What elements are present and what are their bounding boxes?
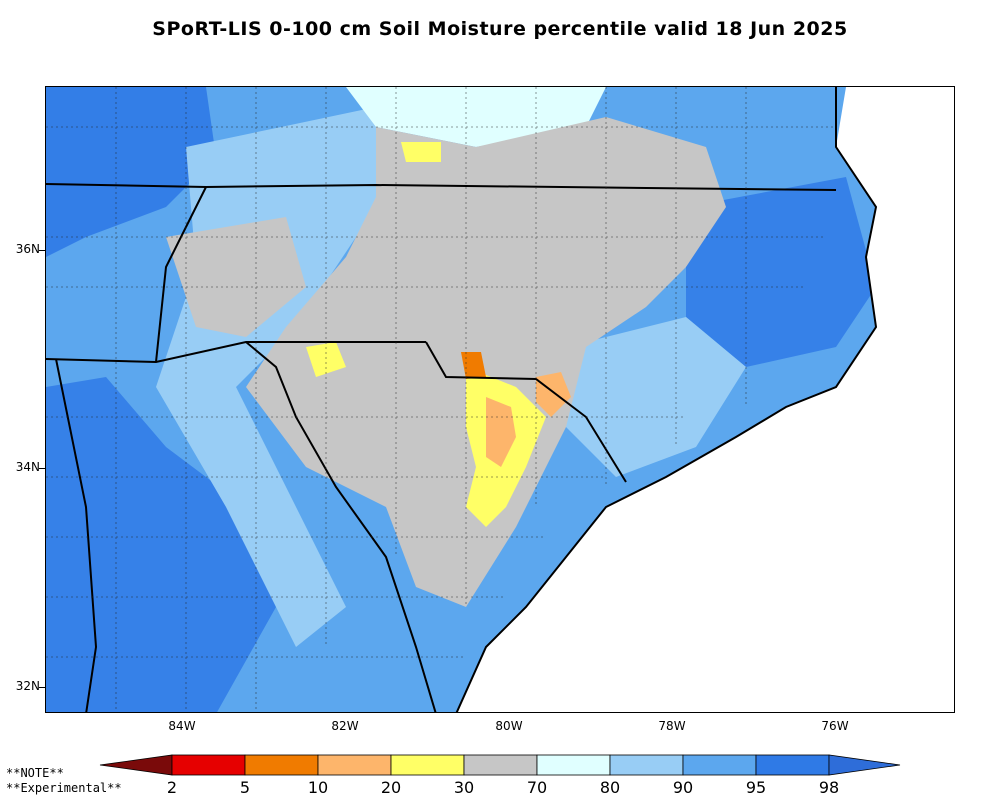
lon-label-84w: 84W bbox=[168, 719, 196, 733]
colorbar-tick-label: 70 bbox=[526, 778, 548, 797]
colorbar-cell bbox=[390, 754, 465, 776]
lat-label-36n: 36N bbox=[15, 242, 40, 256]
note-line: **Experimental** bbox=[6, 781, 122, 795]
colorbar-tick-label: 98 bbox=[818, 778, 840, 797]
atlantic-ocean bbox=[456, 87, 954, 712]
colorbar-tick-label: 5 bbox=[239, 778, 251, 797]
lat-label-34n: 34N bbox=[15, 460, 40, 474]
colorbar-cell bbox=[244, 754, 319, 776]
normal-region-west bbox=[166, 217, 306, 337]
lat-label-32n: 32N bbox=[15, 679, 40, 693]
colorbar-cell bbox=[536, 754, 611, 776]
note-text: **NOTE** **Experimental** bbox=[6, 766, 122, 796]
lon-label-78w: 78W bbox=[658, 719, 686, 733]
colorbar-cell bbox=[609, 754, 684, 776]
drier-pocket-sc bbox=[486, 397, 516, 467]
moist-band-east bbox=[566, 317, 746, 477]
colorbar-cells bbox=[99, 754, 901, 776]
driest-pocket bbox=[461, 352, 486, 379]
dry-pocket-north bbox=[401, 142, 441, 162]
wet-region-ne bbox=[686, 177, 876, 367]
map-title: SPoRT-LIS 0-100 cm Soil Moisture percent… bbox=[152, 18, 848, 40]
coastline bbox=[455, 87, 878, 712]
colorbar-cell bbox=[682, 754, 757, 776]
note-line: **NOTE** bbox=[6, 766, 64, 780]
lon-label-82w: 82W bbox=[331, 719, 359, 733]
soil-moisture-map bbox=[46, 87, 954, 712]
map-panel bbox=[45, 86, 955, 713]
normal-region-central bbox=[246, 117, 726, 607]
colorbar-tick-label: 2 bbox=[166, 778, 178, 797]
lat-tick-32n bbox=[39, 687, 45, 688]
colorbar-tick-label: 10 bbox=[307, 778, 329, 797]
lon-label-76w: 76W bbox=[821, 719, 849, 733]
colorbar-right-arrow bbox=[828, 754, 901, 776]
colorbar-tick-label: 20 bbox=[380, 778, 402, 797]
wet-region-sw bbox=[46, 377, 276, 712]
wet-region-nw bbox=[46, 87, 216, 257]
colorbar-cell bbox=[463, 754, 538, 776]
colorbar-cell bbox=[171, 754, 246, 776]
colorbar-cell bbox=[317, 754, 392, 776]
colorbar-tick-label: 90 bbox=[672, 778, 694, 797]
state-borders bbox=[46, 183, 837, 712]
colorbar-tick-label: 80 bbox=[599, 778, 621, 797]
lon-label-80w: 80W bbox=[495, 719, 523, 733]
drier-pocket-nc bbox=[536, 372, 571, 417]
county-lines bbox=[46, 87, 836, 712]
colorbar-tick-label: 30 bbox=[453, 778, 475, 797]
lat-tick-36n bbox=[39, 250, 45, 251]
colorbar-cell bbox=[755, 754, 830, 776]
lat-tick-34n bbox=[39, 468, 45, 469]
colorbar-tick-label: 95 bbox=[745, 778, 767, 797]
dry-pocket-west bbox=[306, 342, 346, 377]
